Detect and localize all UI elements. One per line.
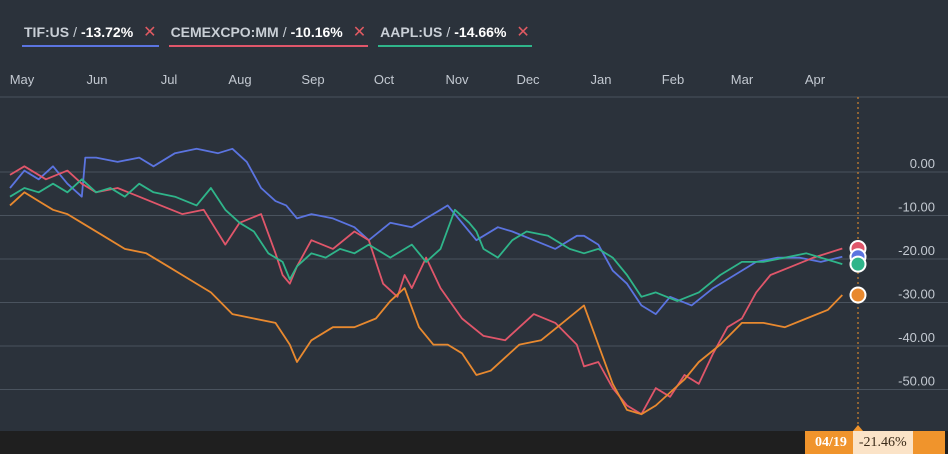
x-tick-label: Oct [374, 72, 395, 87]
x-tick-label: Aug [228, 72, 251, 87]
x-tick-label: Apr [805, 72, 826, 87]
legend-underline [22, 45, 159, 47]
y-tick-label: -40.00 [898, 330, 935, 345]
x-tick-label: Jan [591, 72, 612, 87]
x-tick-label: Sep [301, 72, 324, 87]
legend-separator: / [73, 24, 77, 40]
legend-underline [168, 45, 369, 47]
y-tick-label: -50.00 [898, 374, 935, 389]
legend-value: -13.72% [81, 24, 134, 40]
series-line-1 [9, 147, 843, 316]
current-value-marker [849, 255, 867, 273]
readout-value: -21.46% [852, 431, 913, 454]
legend-name: TIF:US [24, 24, 70, 40]
crosshair-readout: 04/19 -21.46% [805, 431, 945, 454]
legend: TIF:US / -13.72% ✕ CEMEXCPO:MM / -10.16%… [22, 21, 542, 47]
x-tick-label: Nov [445, 72, 469, 87]
x-tick-label: Feb [662, 72, 684, 87]
series-line-3 [9, 178, 843, 303]
x-tick-label: Mar [731, 72, 754, 87]
close-icon[interactable]: ✕ [516, 24, 530, 41]
y-tick-label: -30.00 [898, 287, 935, 302]
y-tick-label: -20.00 [898, 243, 935, 258]
close-icon[interactable]: ✕ [143, 24, 157, 41]
legend-item-tif[interactable]: TIF:US / -13.72% ✕ [22, 21, 159, 47]
series-line-2 [9, 165, 843, 416]
legend-item-aapl[interactable]: AAPL:US / -14.66% ✕ [378, 21, 532, 47]
x-tick-label: Dec [516, 72, 540, 87]
legend-value: -14.66% [454, 24, 507, 40]
legend-separator: / [282, 24, 287, 40]
x-tick-label: May [10, 72, 35, 87]
time-axis-bar [0, 431, 948, 454]
y-tick-label: -10.00 [898, 200, 935, 215]
x-tick-label: Jul [161, 72, 178, 87]
x-tick-label: Jun [87, 72, 108, 87]
legend-value: -10.16% [290, 24, 343, 40]
y-tick-label: 0.00 [910, 156, 935, 171]
legend-separator: / [446, 24, 451, 40]
legend-underline [378, 45, 532, 47]
crosshair-pointer [853, 425, 863, 431]
legend-item-cemex[interactable]: CEMEXCPO:MM / -10.16% ✕ [168, 21, 369, 47]
current-value-marker [849, 286, 867, 304]
series-line-4 [9, 191, 843, 416]
readout-date: 04/19 [805, 434, 853, 451]
close-icon[interactable]: ✕ [352, 24, 367, 41]
legend-name: AAPL:US [380, 24, 443, 40]
legend-name: CEMEXCPO:MM [170, 24, 279, 40]
